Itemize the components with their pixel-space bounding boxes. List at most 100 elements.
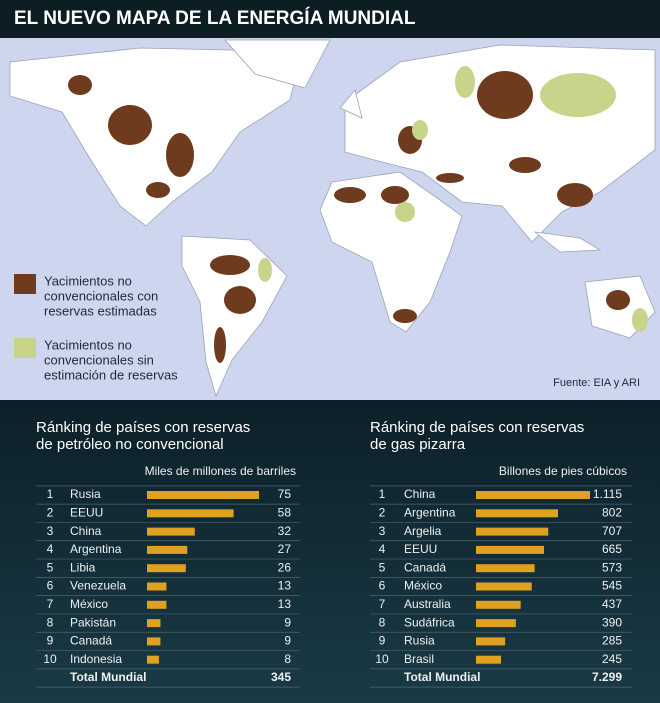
legend-label: estimación de reservas [44, 367, 178, 382]
rank: 3 [379, 524, 386, 538]
value-label: 13 [278, 579, 292, 593]
value-label: 437 [602, 597, 622, 611]
rank: 8 [47, 615, 54, 629]
ranking-title: de petróleo no convencional [36, 436, 224, 453]
value-label: 8 [284, 652, 291, 666]
bar [476, 509, 558, 518]
bar [147, 600, 167, 609]
rank: 4 [379, 542, 386, 556]
country: Argentina [70, 542, 122, 556]
reserves-estimated [68, 71, 630, 363]
bar [476, 637, 506, 646]
bar [147, 582, 167, 591]
country: Rusia [70, 487, 101, 501]
rank: 5 [379, 560, 386, 574]
total-label: Total Mundial [70, 670, 146, 684]
ranking-panel [0, 400, 660, 703]
unit-label: Miles de millones de barriles [145, 464, 296, 478]
country: Pakistán [70, 615, 116, 629]
country: Argentina [404, 505, 456, 519]
rank: 9 [47, 634, 54, 648]
bar [147, 564, 186, 573]
ranking-title: Ránking de países con reservas [370, 419, 584, 436]
source: Fuente: EIA y ARI [553, 377, 640, 389]
country: México [404, 579, 442, 593]
country: EEUU [404, 542, 437, 556]
country: México [70, 597, 108, 611]
rank: 5 [47, 560, 54, 574]
rank: 7 [379, 597, 386, 611]
bar [476, 619, 516, 628]
ranking-title: de gas pizarra [370, 436, 466, 453]
bar [147, 509, 234, 518]
rank: 2 [47, 505, 54, 519]
title: EL NUEVO MAPA DE LA ENERGÍA MUNDIAL [14, 7, 416, 29]
ranking-title: Ránking de países con reservas [36, 419, 250, 436]
country: Argelia [404, 524, 442, 538]
country: Canadá [70, 634, 112, 648]
country: China [70, 524, 102, 538]
rank: 8 [379, 615, 386, 629]
value-label: 27 [278, 542, 292, 556]
total-label: Total Mundial [404, 670, 480, 684]
country: EEUU [70, 505, 103, 519]
bar [476, 527, 549, 536]
bar [476, 655, 502, 664]
rank: 6 [47, 579, 54, 593]
value-label: 13 [278, 597, 292, 611]
country: Rusia [404, 634, 435, 648]
unit-label: Billones de pies cúbicos [499, 464, 627, 478]
country: China [404, 487, 436, 501]
bar [147, 655, 159, 664]
bar [147, 637, 161, 646]
country: Libia [70, 560, 96, 574]
country: Indonesia [70, 652, 122, 666]
rank: 10 [43, 652, 57, 666]
country: Venezuela [70, 579, 126, 593]
value-label: 9 [284, 615, 291, 629]
legend-swatch [14, 274, 36, 294]
value-label: 58 [278, 505, 292, 519]
legend-label: convencionales con [44, 288, 158, 303]
value-label: 545 [602, 579, 622, 593]
bar [476, 491, 590, 499]
legend-label: convencionales sin [44, 352, 154, 367]
legend-swatch [14, 338, 36, 358]
value-label: 26 [278, 560, 292, 574]
rank: 3 [47, 524, 54, 538]
rank: 6 [379, 579, 386, 593]
bar [147, 491, 259, 499]
bar [147, 527, 195, 536]
total-value: 7.299 [592, 670, 622, 684]
value-label: 802 [602, 505, 622, 519]
value-label: 245 [602, 652, 622, 666]
rank: 7 [47, 597, 54, 611]
legend-label: Yacimientos no [44, 273, 132, 288]
country: Canadá [404, 560, 446, 574]
legend-label: Yacimientos no [44, 337, 132, 352]
header-bar [0, 0, 660, 38]
bar [147, 545, 188, 554]
value-label: 75 [278, 487, 292, 501]
bar [476, 545, 544, 554]
value-label: 390 [602, 615, 622, 629]
bar [476, 600, 521, 609]
value-label: 32 [278, 524, 292, 538]
rank: 1 [379, 487, 386, 501]
bar [476, 564, 535, 573]
reserves-unestimated [258, 66, 648, 332]
country: Australia [404, 597, 451, 611]
country: Brasil [404, 652, 434, 666]
value-label: 1.115 [593, 487, 622, 501]
value-label: 9 [284, 634, 291, 648]
bar [476, 582, 532, 591]
rank: 1 [47, 487, 54, 501]
legend-label: reservas estimadas [44, 303, 157, 318]
total-value: 345 [271, 670, 291, 684]
value-label: 573 [602, 560, 622, 574]
rank: 9 [379, 634, 386, 648]
value-label: 285 [602, 634, 622, 648]
